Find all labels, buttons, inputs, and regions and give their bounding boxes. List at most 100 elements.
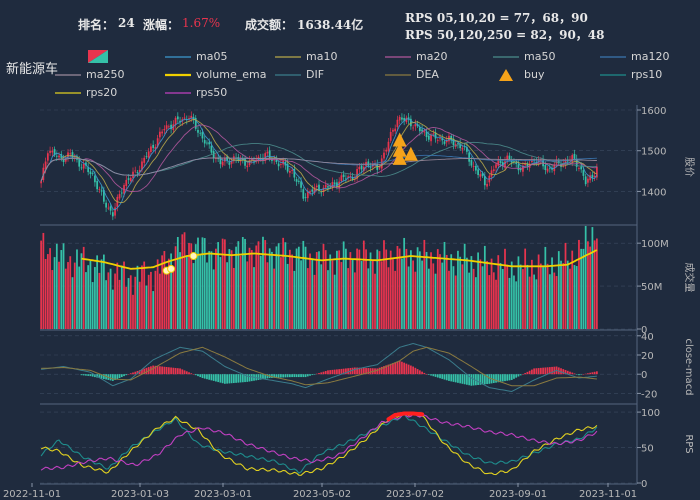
candle-body [136, 172, 139, 174]
volume-bar [587, 241, 589, 329]
y-tick-label: 50 [641, 444, 654, 455]
macd-histogram-bar [407, 364, 410, 375]
candle-body [206, 142, 208, 144]
candle-body [329, 185, 332, 187]
candle-body [506, 155, 509, 161]
volume-bar [544, 246, 547, 329]
macd-histogram-bar [578, 374, 580, 376]
macd-histogram-bar [436, 374, 439, 378]
macd-histogram-bar [156, 366, 159, 375]
macd-histogram-bar [387, 364, 390, 375]
candle-body [515, 162, 518, 164]
candle [497, 155, 500, 169]
volume-bar [100, 259, 103, 329]
volume-bar [107, 272, 110, 329]
volume-bar [154, 270, 157, 329]
macd-histogram-bar [161, 366, 164, 375]
candle-body [418, 127, 421, 132]
volume-bar [542, 267, 544, 329]
macd-histogram-bar [454, 374, 457, 383]
volume-bar [237, 241, 240, 329]
macd-histogram-bar [237, 374, 240, 383]
candle [277, 160, 280, 171]
volume-bar [322, 243, 325, 329]
candle-body [275, 158, 278, 162]
legend-item-ma10: ma10 [273, 50, 337, 63]
volume-bar [515, 281, 518, 329]
macd-histogram-bar [102, 374, 105, 379]
candle-body [414, 124, 417, 127]
legend-label: volume_ema [196, 68, 267, 81]
macd-histogram-bar [120, 374, 123, 378]
candle-body [593, 175, 596, 178]
rank-label: 排名： [78, 18, 115, 32]
y-tick-label: 50M [641, 282, 662, 293]
candle [405, 115, 408, 125]
legend-item-ma250: ma250 [53, 68, 124, 81]
candle-body [80, 167, 83, 169]
volume-bar [416, 247, 419, 329]
candle-body [87, 167, 90, 173]
macd-histogram-bar [389, 363, 392, 375]
candle-body [497, 160, 500, 166]
volume-bar [300, 260, 302, 329]
candle-body [67, 152, 69, 158]
volume-bar [71, 277, 74, 329]
candle-body [228, 162, 231, 165]
macd-histogram-bar [575, 374, 578, 375]
macd-histogram-bar [353, 367, 356, 375]
volume-bar [76, 249, 78, 329]
candle-body [102, 189, 105, 202]
volume-bar [170, 253, 172, 329]
candle-body [273, 159, 276, 161]
legend-item-ma20: ma20 [383, 50, 447, 63]
candle [591, 171, 594, 182]
volume-bar [78, 266, 81, 329]
candle [100, 185, 103, 196]
volume-bar [432, 263, 435, 329]
volume-bar [445, 254, 448, 329]
candle-body [49, 151, 51, 153]
macd-histogram-bar [132, 372, 134, 375]
volume-bar [526, 264, 529, 329]
candle-body [62, 159, 65, 162]
candle-body [483, 176, 486, 186]
volume-bar [228, 249, 231, 329]
candle-body [297, 180, 300, 182]
macd-histogram-bar [118, 374, 121, 379]
volume-bar [553, 272, 556, 329]
candle [297, 177, 300, 185]
volume-bar [401, 258, 403, 329]
legend-swatch [275, 74, 301, 76]
macd-histogram-bar [98, 374, 101, 379]
macd-histogram-bar [367, 368, 370, 375]
volume-bar [528, 276, 531, 329]
candle-body [591, 174, 594, 178]
macd-histogram-bar [172, 367, 175, 375]
legend-swatch [165, 56, 191, 58]
macd-histogram-bar [190, 373, 193, 375]
volume-bar [167, 258, 170, 329]
candle-body [351, 176, 354, 180]
volume-bar [537, 254, 540, 329]
candle-body [105, 202, 107, 208]
candle-body [430, 135, 432, 142]
volume-bar [434, 273, 437, 329]
candle [46, 151, 49, 165]
macd-histogram-bar [181, 369, 184, 375]
volume-bar [584, 225, 587, 329]
volume-bar [250, 250, 253, 329]
candle-body [309, 191, 311, 193]
volume-bar [560, 260, 562, 329]
candle-body [127, 178, 130, 180]
candle-body [120, 192, 123, 194]
macd-histogram-bar [167, 367, 170, 375]
macd-histogram-bar [472, 374, 475, 386]
macd-histogram-bar [333, 369, 336, 375]
candle-body [107, 207, 110, 209]
macd-histogram-bar [596, 371, 598, 375]
candle [129, 176, 132, 184]
volume-bar [190, 243, 193, 329]
volume-bar [199, 254, 202, 329]
candle-body [470, 160, 473, 166]
